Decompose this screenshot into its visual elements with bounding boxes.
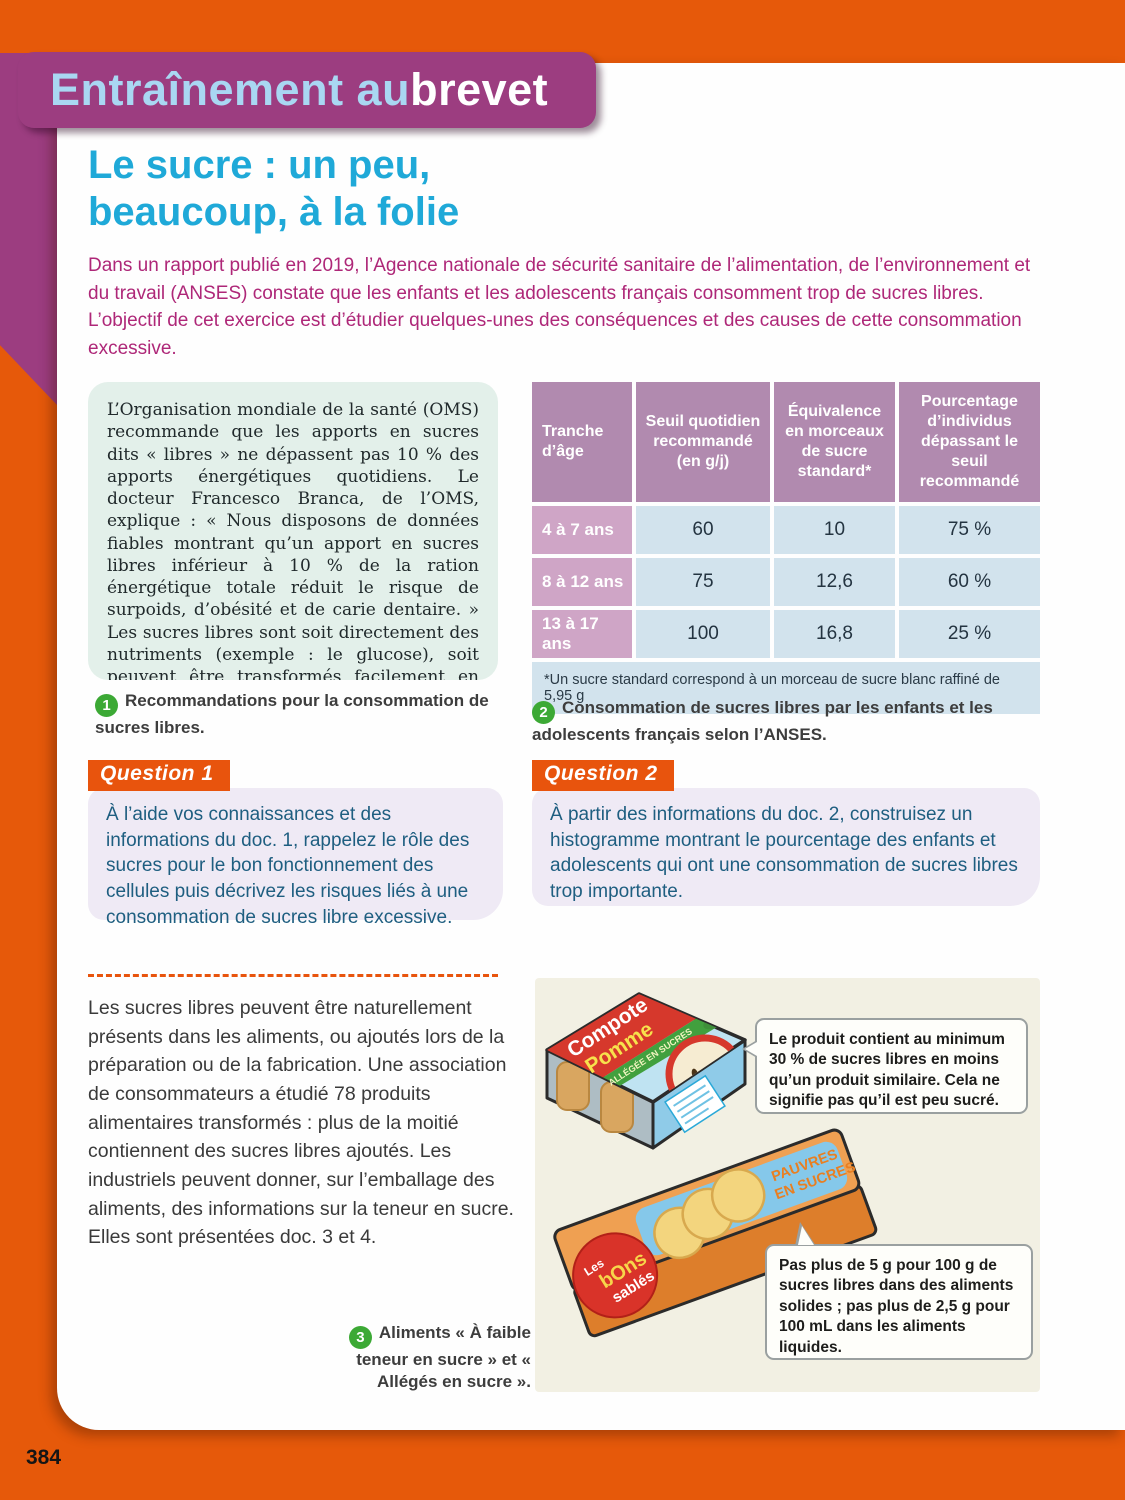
question2-text: À partir des informations du doc. 2, con… — [532, 788, 1040, 906]
biscuit-logo-badge — [572, 1232, 659, 1319]
page-title-line1: Le sucre : un peu, — [88, 143, 431, 187]
doc1-caption-text: Recommandations pour la consommation de … — [95, 691, 489, 738]
page-title-line2: beaucoup, à la folie — [88, 189, 460, 234]
callout-pauvres: Pas plus de 5 g pour 100 g de sucres lib… — [765, 1222, 1033, 1360]
doc3-paragraph: Les sucres libres peuvent être naturelle… — [88, 997, 514, 1249]
doc2-table: Tranche d’âge Seuil quotidien recommandé… — [532, 382, 1040, 714]
table-header-seuil: Seuil quotidien recommandé (en g/j) — [636, 382, 770, 502]
doc3-caption: 3 Aliments « À faible teneur en sucre » e… — [343, 1322, 531, 1393]
table-footnote: *Un sucre standard correspond à un morce… — [532, 662, 1040, 714]
doc3-number-badge: 3 — [348, 1326, 372, 1350]
page-title: Le sucre : un peu, beaucoup, à la folie — [88, 142, 688, 236]
compote-side-label — [664, 1074, 726, 1134]
question1-text: À l’aide vos connaissances et des inform… — [88, 788, 503, 928]
doc1-number-badge: 1 — [95, 694, 118, 718]
table-cell: 12,6 — [774, 558, 895, 606]
table-cell: 25 % — [899, 610, 1040, 658]
doc2-number-badge: 2 — [532, 701, 555, 725]
table-cell: 16,8 — [774, 610, 895, 658]
doc3-caption-text: Aliments « À faible teneur en sucre » et… — [356, 1323, 531, 1392]
table-cell: 75 — [636, 558, 770, 606]
question1-label: Question 1 — [88, 760, 230, 791]
callout-pauvres-text: Pas plus de 5 g pour 100 g de sucres lib… — [779, 1257, 1014, 1356]
section-header-label-blue: Entraînement au — [50, 64, 411, 115]
compote-green-ribbon — [599, 1018, 717, 1090]
table-row-label: 8 à 12 ans — [532, 558, 632, 606]
callout-allegee: Le produit contient au minimum 30 % de s… — [742, 1018, 1028, 1114]
table-cell: 60 % — [899, 558, 1040, 606]
table-cell: 100 — [636, 610, 770, 658]
table-header-equivalence: Équivalence en morceaux de sucre standar… — [774, 382, 895, 502]
table-row-label: 4 à 7 ans — [532, 506, 632, 554]
doc3-image-panel: Compote Pomme ALLÉGÉE EN SUCRES Le produ… — [535, 978, 1040, 1392]
intro-paragraph: Dans un rapport publié en 2019, l’Agence… — [88, 255, 1031, 359]
section-header: Entraînement au brevet — [18, 52, 596, 128]
section-header-label-white: brevet — [410, 64, 549, 115]
callout-pointer — [742, 1040, 757, 1058]
dashed-divider — [88, 974, 498, 977]
table-cell: 60 — [636, 506, 770, 554]
compote-red-band — [547, 994, 697, 1080]
callout-pointer — [795, 1222, 816, 1246]
question2-label: Question 2 — [532, 760, 674, 791]
table-row-label: 13 à 17 ans — [532, 610, 632, 658]
biscuit — [710, 1168, 766, 1223]
table-cell: 75 % — [899, 506, 1040, 554]
page-number: 384 — [26, 1446, 62, 1469]
callout-allegee-text: Le produit contient au minimum 30 % de s… — [769, 1031, 1005, 1110]
table-header-pourcentage: Pourcentage d’individus dépassant le seu… — [899, 382, 1040, 502]
doc1-caption: 1 Recommandations pour la consommation de… — [95, 690, 525, 739]
table-header-age: Tranche d’âge — [532, 382, 632, 502]
doc2-caption: 2 Consommation de sucres libres par les e… — [532, 697, 1037, 746]
doc1-text-box: L’Organisation mondiale de la santé (OMS… — [88, 382, 498, 680]
doc2-caption-text: Consommation de sucres libres par les en… — [532, 698, 993, 745]
compote-pack-illustration: Compote Pomme ALLÉGÉE EN SUCRES — [545, 992, 747, 1150]
table-cell: 10 — [774, 506, 895, 554]
